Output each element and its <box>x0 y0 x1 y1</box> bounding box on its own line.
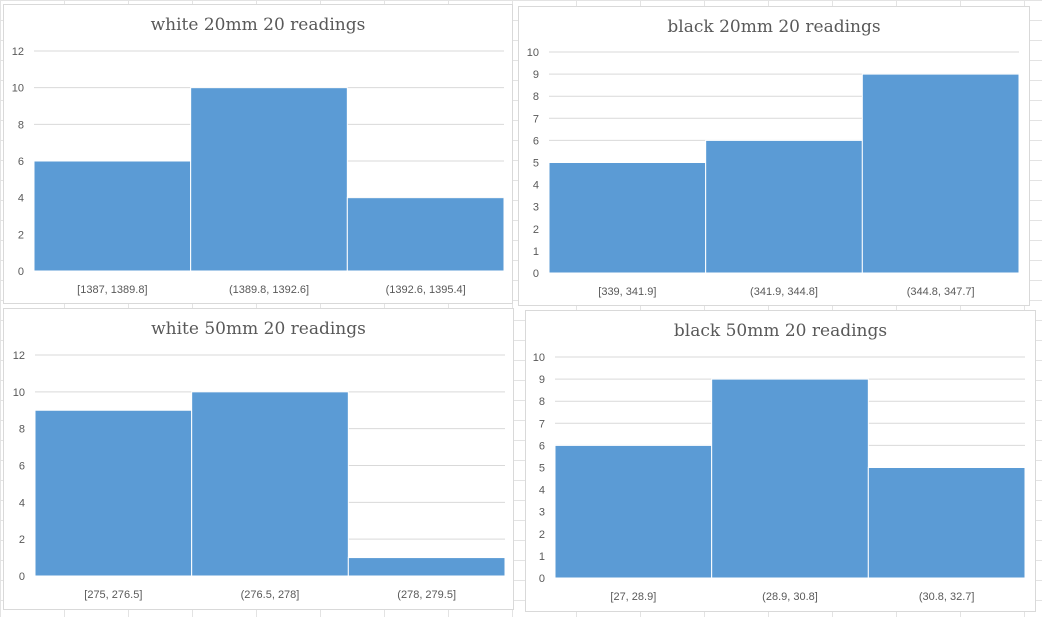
y-tick-label: 6 <box>539 440 545 452</box>
x-tick-label: (344.8, 347.7] <box>907 286 975 298</box>
y-tick-label: 7 <box>533 113 539 125</box>
y-tick-label: 2 <box>539 529 545 541</box>
x-tick-label: [275, 276.5] <box>84 589 142 601</box>
x-tick-label: (278, 279.5] <box>397 589 456 601</box>
chart-white-20mm: white 20mm 20 readings 0 2 4 6 8 10 12 [1387, 1… <box>3 4 513 304</box>
y-tick-label: 5 <box>533 158 539 170</box>
bar <box>34 409 193 577</box>
y-tick-label: 4 <box>533 180 539 192</box>
y-tick-label: 12 <box>13 350 25 362</box>
bar <box>346 197 505 272</box>
x-tick-label: (30.8, 32.7] <box>919 591 975 603</box>
y-tick-label: 4 <box>19 497 25 509</box>
y-tick-label: 10 <box>12 83 24 95</box>
x-tick-label: (276.5, 278] <box>241 589 300 601</box>
y-tick-label: 10 <box>527 47 539 59</box>
chart-plot-black-50mm: 0 1 2 3 4 5 6 7 8 9 10 [27, 28.9] (28.9, 30.8] (30.8,… <box>533 352 1026 603</box>
y-tick-label: 5 <box>539 463 545 475</box>
y-tick-label: 8 <box>533 91 539 103</box>
y-tick-label: 8 <box>539 396 545 408</box>
chart-title: white 20mm 20 readings <box>150 15 366 35</box>
bar <box>867 467 1026 579</box>
y-tick-label: 12 <box>12 46 24 58</box>
y-tick-label: 2 <box>19 534 25 546</box>
y-tick-label: 10 <box>13 387 25 399</box>
y-tick-label: 1 <box>539 551 545 563</box>
y-tick-label: 8 <box>19 424 25 436</box>
bar <box>190 87 348 272</box>
bar <box>347 557 506 577</box>
y-tick-label: 0 <box>19 571 25 583</box>
y-tick-label: 6 <box>19 461 25 473</box>
chart-white-50mm: white 50mm 20 readings 0 2 4 6 8 10 12 [275, 27… <box>3 308 514 610</box>
y-tick-label: 6 <box>533 135 539 147</box>
y-tick-label: 6 <box>18 156 24 168</box>
y-tick-label: 4 <box>18 193 24 205</box>
chart-plot-white-20mm: 0 2 4 6 8 10 12 [1387, 1389.8] (1389.8, 1392.6] (… <box>12 46 505 296</box>
x-tick-label: (1392.6, 1395.4] <box>386 284 466 296</box>
y-tick-label: 10 <box>533 352 545 364</box>
y-tick-label: 0 <box>18 266 24 278</box>
y-tick-label: 3 <box>539 507 545 519</box>
y-tick-label: 1 <box>533 246 539 258</box>
chart-title: black 20mm 20 readings <box>667 17 881 37</box>
bar <box>711 378 869 579</box>
bar <box>191 391 349 577</box>
x-tick-label: [27, 28.9] <box>610 591 656 603</box>
chart-title: white 50mm 20 readings <box>151 319 366 339</box>
x-tick-label: [1387, 1389.8] <box>77 284 147 296</box>
bar <box>861 73 1020 274</box>
y-tick-label: 2 <box>533 224 539 236</box>
y-tick-label: 3 <box>533 202 539 214</box>
bar <box>33 160 192 272</box>
chart-plot-white-50mm: 0 2 4 6 8 10 12 [275, 276.5] (276.5, 278] (278, 2… <box>13 350 506 601</box>
bar <box>548 162 707 274</box>
chart-black-20mm: black 20mm 20 readings 0 1 2 3 4 5 6 7 8 9 10 [339,… <box>518 6 1030 306</box>
x-tick-label: [339, 341.9] <box>598 286 656 298</box>
y-tick-label: 7 <box>539 418 545 430</box>
bar <box>705 139 863 274</box>
chart-title: black 50mm 20 readings <box>673 321 888 341</box>
y-tick-label: 0 <box>533 268 539 280</box>
y-tick-label: 9 <box>533 69 539 81</box>
x-tick-label: (28.9, 30.8] <box>762 591 818 603</box>
y-tick-label: 8 <box>18 119 24 131</box>
y-tick-label: 2 <box>18 229 24 241</box>
chart-plot-black-20mm: 0 1 2 3 4 5 6 7 8 9 10 [339, 341.9] (341.9, 344.8] (3… <box>527 47 1020 298</box>
bar <box>554 444 713 579</box>
chart-black-50mm: black 50mm 20 readings 0 1 2 3 4 5 6 7 8 9 10 [27, … <box>525 310 1036 612</box>
x-tick-label: (1389.8, 1392.6] <box>229 284 309 296</box>
x-tick-label: (341.9, 344.8] <box>750 286 818 298</box>
y-tick-label: 0 <box>539 573 545 585</box>
y-tick-label: 4 <box>539 485 545 497</box>
y-tick-label: 9 <box>539 374 545 386</box>
